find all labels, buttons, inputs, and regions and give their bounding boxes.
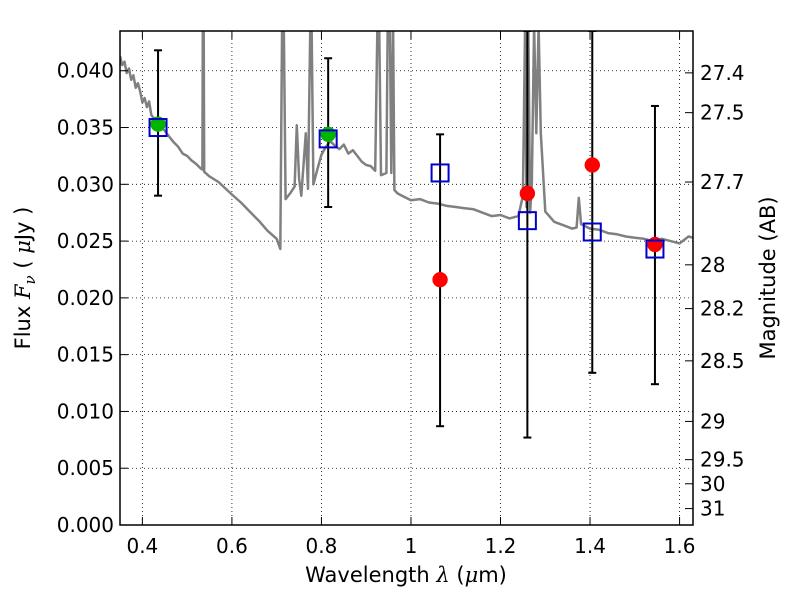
x-tick-label: 1.2 [485, 534, 517, 558]
y-tick-label: 0.035 [57, 116, 114, 140]
y2-tick-label: 27.7 [700, 170, 745, 194]
y2-tick-label: 29.5 [700, 448, 745, 472]
x-tick-label: 1.6 [664, 534, 696, 558]
y-tick-label: 0.010 [57, 399, 114, 423]
y2-tick-label: 27.4 [700, 61, 745, 85]
blue-square-marker [645, 239, 665, 259]
y2-tick-label: 28.5 [700, 349, 745, 373]
y2-tick-label: 31 [700, 497, 725, 521]
red-data-point [584, 157, 601, 173]
blue-square-marker [430, 163, 450, 183]
blue-square-marker [582, 222, 602, 242]
y-tick-label: 0.030 [57, 172, 114, 196]
red-data-point [519, 185, 536, 202]
blue-square-marker [517, 211, 537, 231]
model-spectrum-line [120, 31, 693, 251]
y-tick-label: 0.025 [57, 229, 114, 253]
plot-frame [119, 30, 694, 526]
red-data-point [647, 236, 663, 253]
x-tick-label: 0.8 [306, 534, 338, 558]
plot-area [120, 31, 693, 439]
y-axis-label: Flux Fν ( μJy ) [11, 207, 39, 350]
axes: 0.4 0.6 0.8 1 1.2 1.4 1.6 0.000 0.005 0.010 0.015 0… [57, 30, 745, 558]
blue-square-marker [148, 118, 168, 138]
y2-tick-label: 28 [700, 253, 725, 277]
y-tick-label: 0.000 [57, 513, 114, 537]
x-tick-label: 1 [405, 534, 418, 558]
y-tick-label: 0.020 [57, 286, 114, 310]
y2-axis-label: Magnitude (AB) [756, 196, 780, 359]
blue-square-marker [318, 129, 338, 149]
x-tick-label: 0.6 [216, 534, 248, 558]
green-data-point [320, 126, 336, 143]
y-tick-label: 0.005 [57, 456, 114, 480]
red-data-point [432, 271, 448, 288]
x-tick-label: 1.4 [574, 534, 606, 558]
x-axis-label: Wavelength λ (μm) [305, 563, 507, 587]
y2-tick-label: 27.5 [700, 101, 745, 125]
y-tick-label: 0.040 [57, 59, 114, 83]
y2-tick-label: 30 [700, 472, 725, 496]
y2-tick-label: 28.2 [700, 297, 745, 321]
y-tick-label: 0.015 [57, 343, 114, 367]
x-tick-label: 0.4 [126, 534, 158, 558]
y2-tick-label: 29 [700, 409, 725, 433]
